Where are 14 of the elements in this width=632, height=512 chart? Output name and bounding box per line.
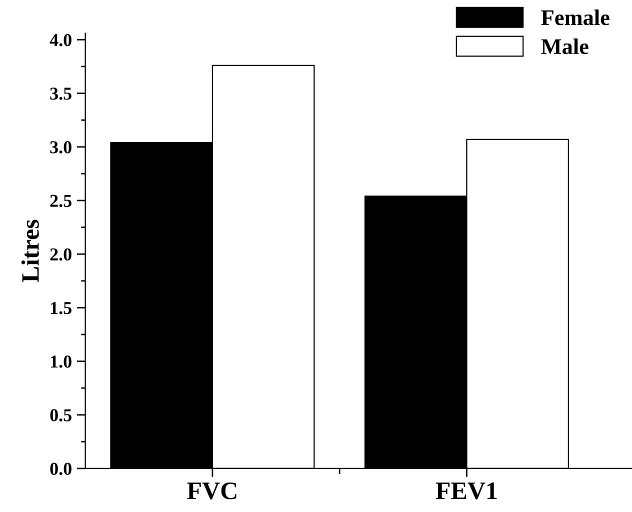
y-tick-label: 0.0 xyxy=(50,462,72,475)
y-axis-title: Litres xyxy=(21,220,39,282)
y-tick-label: 1.0 xyxy=(51,356,72,368)
legend-label: Male xyxy=(541,38,588,54)
legend-label: Female xyxy=(541,10,610,26)
y-tick-label: 0.5 xyxy=(50,409,72,422)
y-tick-label: 2.5 xyxy=(50,194,72,208)
y-tick-label: 3.0 xyxy=(50,141,72,154)
y-tick-label: 2.0 xyxy=(50,248,72,261)
y-tick-label: 3.5 xyxy=(50,88,72,100)
y-tick-label: 1.5 xyxy=(51,302,72,314)
x-tick-label: FVC xyxy=(187,482,236,500)
y-tick-label: 4.0 xyxy=(50,34,72,46)
x-tick-label: FEV1 xyxy=(436,482,497,500)
